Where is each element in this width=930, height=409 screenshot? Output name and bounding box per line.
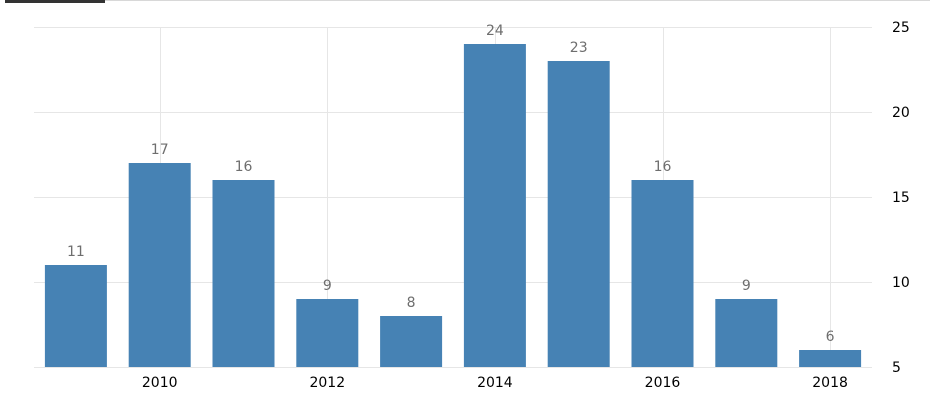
bars: [44, 44, 862, 367]
x-tick-label: 2010: [142, 375, 178, 391]
bar-value-label: 16: [654, 159, 672, 175]
bar[interactable]: [128, 163, 191, 367]
bar-value-label: 8: [407, 295, 416, 311]
y-tick-label: 10: [892, 275, 910, 291]
y-tick-label: 25: [892, 20, 910, 36]
bar-value-label: 11: [67, 244, 85, 260]
bar[interactable]: [44, 265, 107, 367]
bar[interactable]: [212, 180, 275, 367]
bar-value-label: 24: [486, 23, 504, 39]
tab-marker: [5, 0, 105, 3]
bar-value-label: 9: [323, 278, 332, 294]
bar[interactable]: [547, 61, 610, 367]
bar-value-label: 23: [570, 40, 588, 56]
bar[interactable]: [380, 316, 443, 367]
y-tick-label: 5: [892, 360, 901, 376]
x-axis-ticks: 2010 2012 2014 2016 2018: [142, 375, 848, 391]
bar-value-label: 6: [826, 329, 835, 345]
x-tick-label: 2018: [812, 375, 848, 391]
data-labels: 11 17 16 9 8 24 23 16 9 6: [67, 23, 835, 345]
bar[interactable]: [296, 299, 359, 367]
bar[interactable]: [463, 44, 526, 367]
bar-value-label: 9: [742, 278, 751, 294]
y-axis-ticks: 5 10 15 20 25: [892, 20, 910, 376]
x-tick-label: 2016: [645, 375, 681, 391]
bar-value-label: 17: [151, 142, 169, 158]
x-tick-label: 2012: [309, 375, 345, 391]
bar-value-label: 16: [235, 159, 253, 175]
y-tick-label: 20: [892, 105, 910, 121]
bar[interactable]: [715, 299, 778, 367]
bar[interactable]: [631, 180, 694, 367]
x-tick-label: 2014: [477, 375, 513, 391]
y-tick-label: 15: [892, 190, 910, 206]
bar[interactable]: [799, 350, 862, 367]
